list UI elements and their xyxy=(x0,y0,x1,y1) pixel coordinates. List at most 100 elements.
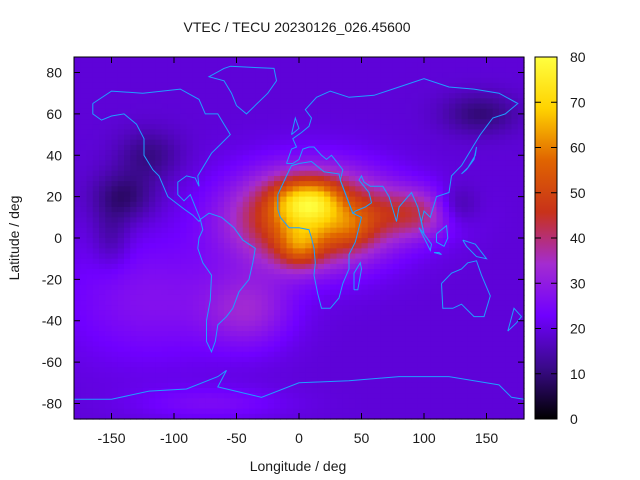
heatmap-cell xyxy=(236,103,244,110)
heatmap-cell xyxy=(442,217,450,224)
heatmap-cell xyxy=(430,144,438,151)
heatmap-cell xyxy=(317,362,325,368)
heatmap-cell xyxy=(324,124,331,130)
heatmap-cell xyxy=(336,165,344,172)
heatmap-cell xyxy=(267,124,275,130)
heatmap-cell xyxy=(442,129,450,136)
heatmap-cell xyxy=(417,408,425,415)
heatmap-cell xyxy=(361,398,369,405)
heatmap-cell xyxy=(130,413,138,420)
heatmap-cell xyxy=(224,367,231,374)
heatmap-cell xyxy=(417,119,425,125)
heatmap-cell xyxy=(124,382,131,389)
heatmap-cell xyxy=(367,181,375,187)
heatmap-cell xyxy=(461,175,469,182)
heatmap-cell xyxy=(199,248,206,255)
heatmap-cell xyxy=(436,315,444,322)
heatmap-cell xyxy=(405,206,413,213)
heatmap-cell xyxy=(86,253,94,260)
heatmap-cell xyxy=(405,113,413,120)
heatmap-cell xyxy=(186,393,194,399)
heatmap-cell xyxy=(417,331,425,337)
heatmap-cell xyxy=(230,144,238,151)
heatmap-cell xyxy=(517,134,525,141)
heatmap-cell xyxy=(461,310,469,317)
heatmap-cell xyxy=(267,300,275,306)
heatmap-cell xyxy=(292,186,300,193)
heatmap-cell xyxy=(317,129,325,136)
heatmap-cell xyxy=(474,124,481,130)
heatmap-cell xyxy=(161,206,169,213)
heatmap-cell xyxy=(349,238,356,244)
heatmap-cell xyxy=(361,160,369,167)
heatmap-cell xyxy=(405,372,413,379)
heatmap-cell xyxy=(317,387,325,394)
heatmap-cell xyxy=(461,274,469,280)
heatmap-cell xyxy=(361,212,369,218)
heatmap-cell xyxy=(236,170,244,177)
heatmap-cell xyxy=(249,269,256,275)
heatmap-cell xyxy=(361,315,369,322)
heatmap-cell xyxy=(211,57,219,63)
heatmap-cell xyxy=(417,170,425,177)
heatmap-cell xyxy=(486,206,494,213)
heatmap-cell xyxy=(242,175,250,182)
heatmap-cell xyxy=(280,263,288,270)
heatmap-cell xyxy=(161,134,169,141)
heatmap-cell xyxy=(430,362,438,368)
heatmap-cell xyxy=(142,346,150,353)
heatmap-cell xyxy=(149,88,156,94)
heatmap-cell xyxy=(405,279,413,286)
heatmap-cell xyxy=(430,305,438,311)
heatmap-cell xyxy=(117,284,125,291)
heatmap-cell xyxy=(399,269,406,275)
heatmap-cell xyxy=(130,372,138,379)
heatmap-cell xyxy=(167,155,175,162)
heatmap-cell xyxy=(367,258,375,265)
heatmap-cell xyxy=(230,243,238,249)
heatmap-cell xyxy=(286,186,294,193)
heatmap-cell xyxy=(180,93,188,99)
heatmap-cell xyxy=(367,139,375,146)
heatmap-cell xyxy=(492,382,500,389)
heatmap-cell xyxy=(367,212,375,218)
heatmap-cell xyxy=(367,356,375,363)
heatmap-cell xyxy=(80,165,88,172)
heatmap-cell xyxy=(99,77,106,84)
heatmap-cell xyxy=(161,284,169,291)
heatmap-cell xyxy=(99,253,106,260)
heatmap-cell xyxy=(280,98,288,105)
heatmap-cell xyxy=(461,82,469,89)
heatmap-cell xyxy=(442,387,450,394)
heatmap-cell xyxy=(461,398,469,405)
heatmap-cell xyxy=(142,186,150,193)
heatmap-cell xyxy=(224,227,231,234)
heatmap-cell xyxy=(367,310,375,317)
heatmap-cell xyxy=(224,248,231,255)
heatmap-cell xyxy=(461,346,469,353)
heatmap-cell xyxy=(136,310,144,317)
heatmap-cell xyxy=(186,248,194,255)
heatmap-cell xyxy=(261,191,269,198)
heatmap-cell xyxy=(92,72,100,79)
heatmap-cell xyxy=(355,201,363,208)
heatmap-cell xyxy=(99,72,106,79)
heatmap-cell xyxy=(374,305,381,311)
heatmap-cell xyxy=(236,67,244,74)
heatmap-cell xyxy=(367,119,375,125)
heatmap-cell xyxy=(230,155,238,162)
heatmap-cell xyxy=(155,57,163,63)
heatmap-cell xyxy=(386,201,394,208)
heatmap-cell xyxy=(499,362,506,368)
heatmap-cell xyxy=(261,232,269,239)
heatmap-cell xyxy=(392,93,400,99)
heatmap-cell xyxy=(255,274,263,280)
heatmap-cell xyxy=(286,274,294,280)
heatmap-cell xyxy=(249,108,256,115)
heatmap-cell xyxy=(417,243,425,249)
heatmap-cell xyxy=(242,413,250,420)
heatmap-cell xyxy=(367,191,375,198)
heatmap-cell xyxy=(174,113,181,120)
heatmap-cell xyxy=(211,160,219,167)
heatmap-cell xyxy=(217,108,225,115)
